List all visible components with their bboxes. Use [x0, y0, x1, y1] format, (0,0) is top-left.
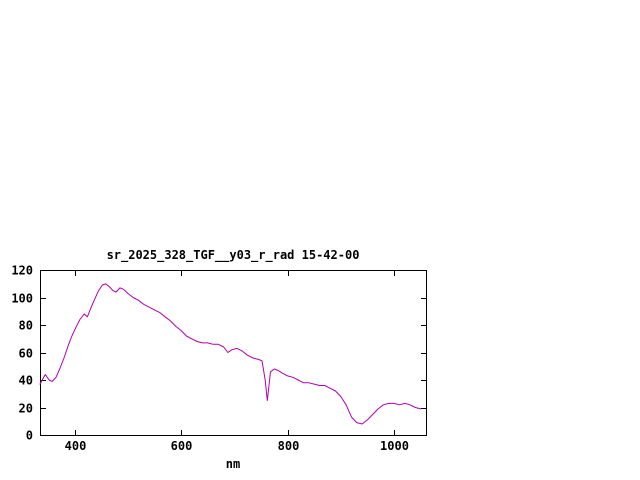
y-tick-label: 120 [11, 264, 33, 278]
x-tick-label: 1000 [380, 439, 409, 453]
y-tick-label: 20 [19, 402, 33, 416]
y-tick-label: 100 [11, 292, 33, 306]
chart-title: sr_2025_328_TGF__y03_r_rad 15-42-00 [106, 248, 360, 262]
y-tick-label: 60 [19, 347, 33, 361]
y-tick-label: 0 [26, 429, 33, 443]
x-tick-label: 600 [171, 439, 193, 453]
x-tick-label: 400 [65, 439, 87, 453]
y-tick-label: 80 [19, 319, 33, 333]
spectrum-curve [39, 283, 422, 425]
y-tick-label: 40 [19, 374, 33, 388]
x-axis-label: nm [225, 457, 241, 471]
x-tick-label: 800 [278, 439, 300, 453]
plot-border [40, 270, 427, 436]
